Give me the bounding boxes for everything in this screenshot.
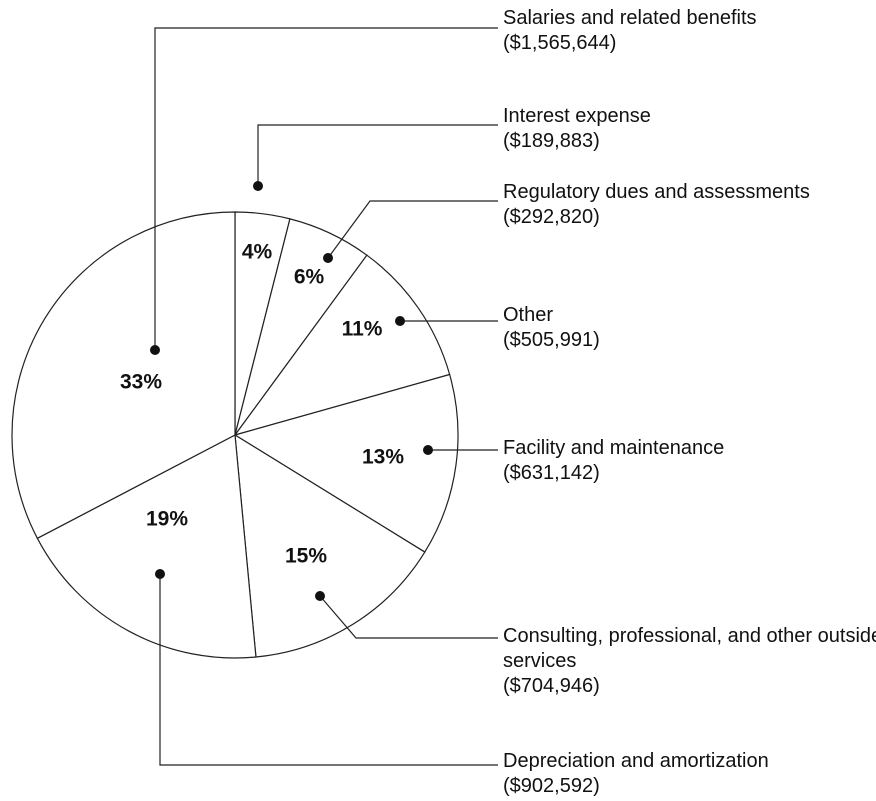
percent-label: 13% [362,446,404,469]
amount-label: ($1,565,644) [503,32,617,54]
leader-dot [323,253,333,263]
leader-dot [395,316,405,326]
pie-slice [234,433,426,658]
category-name: Other [503,304,554,326]
leader-line [319,595,498,639]
leader-dot [315,591,325,601]
category-name: Regulatory dues and assessments [503,181,810,203]
leader-dot [253,181,263,191]
category-name: Depreciation and amortization [503,750,769,772]
legend-label: Consulting, professional, and other outs… [503,624,876,699]
legend-label: Depreciation and amortization ($902,592) [503,749,873,799]
amount-label: ($704,946) [503,675,600,697]
leader-dot [155,569,165,579]
leader-dot [423,445,433,455]
legend-label: Interest expense ($189,883) [503,104,873,154]
percent-label: 19% [146,508,188,531]
percent-label: 15% [285,545,327,568]
percent-label: 33% [120,371,162,394]
pie-slice [233,373,459,553]
leader-line [154,27,498,350]
category-name: Facility and maintenance [503,437,725,459]
leader-line [159,574,498,766]
percent-label: 11% [342,318,383,341]
pie-slice [36,434,257,659]
legend-label: Facility and maintenance ($631,142) [503,436,873,486]
pie-slice [11,211,236,540]
legend-label: Other ($505,991) [503,303,873,353]
category-name: Interest expense [503,105,651,127]
percent-label: 4% [242,241,273,264]
legend-label: Regulatory dues and assessments ($292,820… [503,180,873,230]
amount-label: ($505,991) [503,329,600,351]
leader-line [327,200,498,259]
amount-label: ($631,142) [503,462,600,484]
amount-label: ($902,592) [503,775,600,797]
category-name: Consulting, professional, and other outs… [503,625,876,672]
amount-label: ($189,883) [503,130,600,152]
legend-label: Salaries and related benefits ($1,565,644… [503,6,873,56]
leader-dot [150,345,160,355]
leader-line [257,124,498,186]
percent-label: 6% [294,266,325,289]
amount-label: ($292,820) [503,206,600,228]
pie-slice [233,254,451,437]
category-name: Salaries and related benefits [503,7,757,29]
